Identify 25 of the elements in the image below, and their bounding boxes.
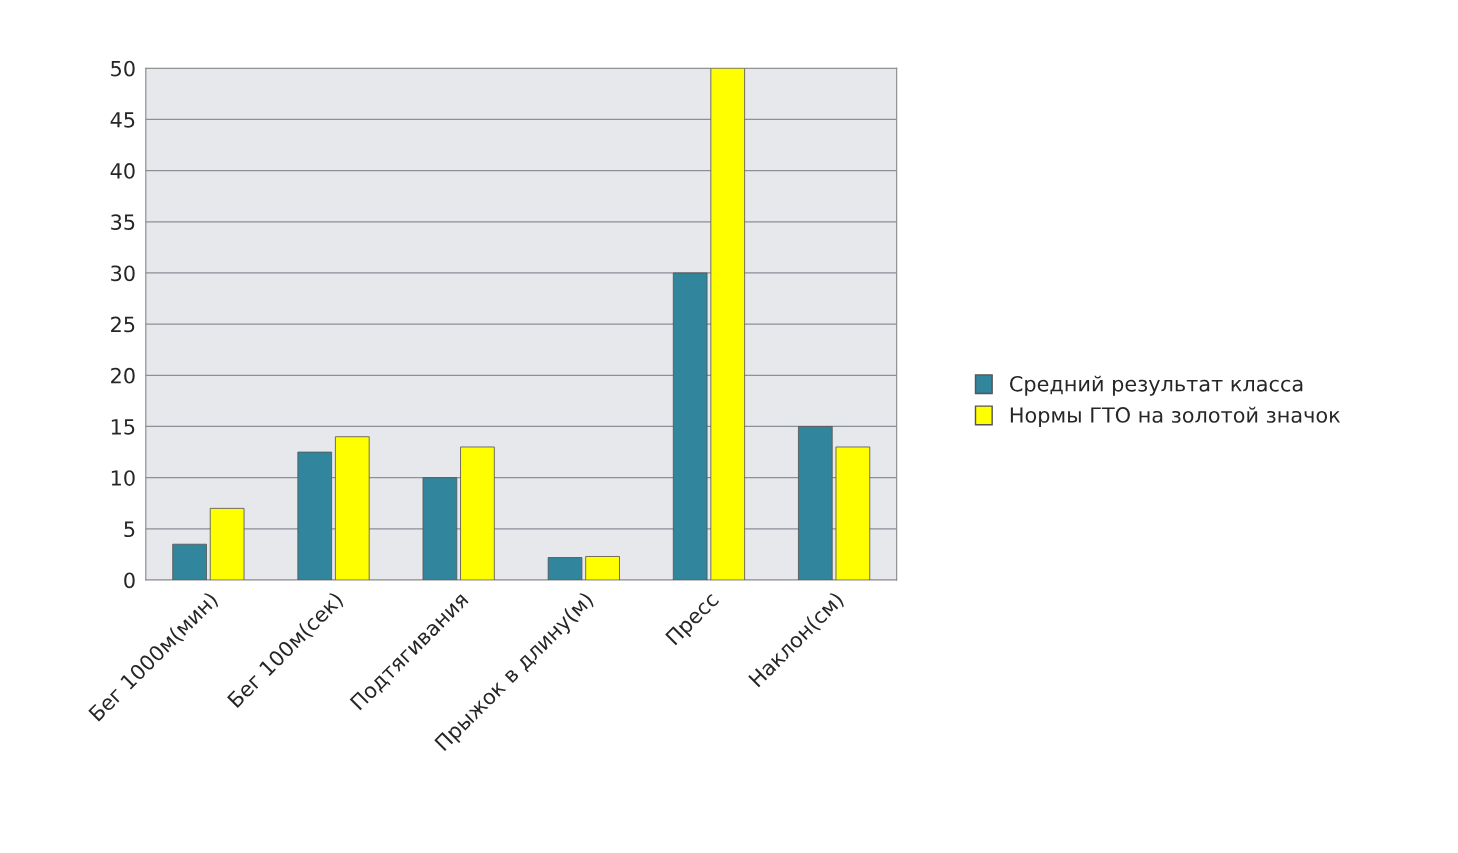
y-tick-label: 25 bbox=[111, 316, 135, 333]
bar bbox=[209, 507, 245, 581]
y-tick-label: 30 bbox=[111, 265, 135, 282]
y-tick-label: 15 bbox=[111, 419, 135, 435]
bar bbox=[798, 426, 833, 581]
bar bbox=[460, 446, 495, 581]
y-tick-label: 40 bbox=[110, 163, 135, 179]
bar bbox=[835, 446, 871, 581]
bar bbox=[297, 451, 333, 581]
y-tick-label: 20 bbox=[111, 367, 135, 384]
y-tick-label: 50 bbox=[111, 60, 135, 77]
bar bbox=[422, 477, 458, 581]
y-tick-label: 35 bbox=[111, 214, 135, 230]
bar bbox=[710, 68, 746, 581]
legend-label: Нормы ГТО на золотой значок bbox=[1010, 406, 1341, 427]
bar bbox=[672, 272, 708, 581]
y-tick-label: 0 bbox=[124, 572, 135, 589]
y-tick-label: 10 bbox=[111, 470, 135, 486]
y-tick-label: 5 bbox=[124, 521, 135, 538]
y-tick-label: 45 bbox=[110, 112, 135, 128]
legend-label: Средний результат класса bbox=[1009, 375, 1303, 396]
bar bbox=[547, 557, 583, 581]
bar bbox=[334, 436, 370, 581]
bar bbox=[172, 543, 207, 581]
bar bbox=[585, 556, 620, 581]
